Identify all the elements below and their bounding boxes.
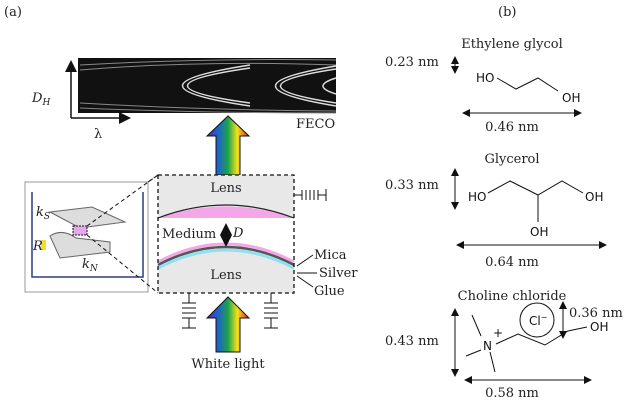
- lens-top-label: Lens: [210, 181, 241, 196]
- y-axis-label: DH: [31, 91, 50, 108]
- svg-text:Ethylene glycol: Ethylene glycol: [461, 37, 563, 52]
- kn-label: kN: [82, 257, 99, 274]
- svg-text:HO: HO: [476, 71, 494, 85]
- contact-detail: Lens Lens Medium D: [157, 174, 295, 294]
- panel-a-label: (a): [4, 5, 22, 20]
- svg-text:Choline chloride: Choline chloride: [458, 289, 567, 304]
- feco-arrow: [205, 115, 251, 176]
- x-axis-label: λ: [94, 127, 102, 142]
- mica-label: Mica: [314, 248, 347, 263]
- glue-label: Glue: [314, 284, 345, 299]
- svg-text:0.43 nm: 0.43 nm: [385, 334, 439, 349]
- svg-text:0.64 nm: 0.64 nm: [485, 255, 539, 270]
- feco-image: [78, 58, 337, 114]
- feco-label: FECO: [296, 117, 335, 132]
- svg-text:0.36 nm: 0.36 nm: [569, 306, 623, 321]
- ethylene-glycol: Ethylene glycol 0.23 nm HO OH 0.46 nm: [385, 37, 582, 135]
- svg-text:0.46 nm: 0.46 nm: [485, 120, 539, 135]
- distance-label: D: [232, 226, 244, 241]
- svg-text:N: N: [483, 339, 492, 353]
- svg-text:OH: OH: [585, 190, 603, 204]
- svg-text:0.58 nm: 0.58 nm: [485, 386, 539, 400]
- svg-text:OH: OH: [530, 225, 548, 239]
- svg-text:Glycerol: Glycerol: [484, 152, 539, 167]
- white-light-arrow: [205, 296, 251, 353]
- medium-label: Medium: [162, 227, 216, 242]
- panel-b-label: (b): [498, 5, 516, 20]
- svg-text:Cl−: Cl−: [529, 313, 547, 328]
- spring-icons: [182, 189, 327, 329]
- svg-text:0.23 nm: 0.23 nm: [385, 55, 439, 70]
- svg-text:0.33 nm: 0.33 nm: [385, 178, 439, 193]
- r-label: R: [32, 239, 43, 254]
- white-light-label: White light: [191, 357, 265, 372]
- ks-label: kS: [36, 205, 50, 222]
- silver-label: Silver: [319, 266, 358, 281]
- sfa-inset: kS kN R: [24, 181, 149, 293]
- mica-top: [158, 206, 294, 218]
- svg-text:HO: HO: [468, 190, 486, 204]
- svg-text:+: +: [493, 326, 503, 340]
- choline-chloride: Choline chloride Cl− 0.36 nm 0.43 nm N +…: [385, 289, 623, 400]
- lens-bottom-label: Lens: [210, 268, 241, 283]
- svg-text:OH: OH: [590, 320, 608, 334]
- svg-text:OH: OH: [562, 91, 580, 105]
- glycerol: Glycerol 0.33 nm HO OH OH 0.64 nm: [385, 152, 607, 270]
